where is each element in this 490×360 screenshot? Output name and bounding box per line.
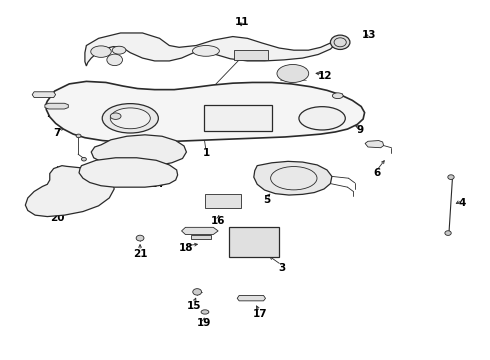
Text: 12: 12 bbox=[318, 71, 333, 81]
Text: 6: 6 bbox=[373, 168, 380, 178]
Polygon shape bbox=[182, 227, 218, 234]
Ellipse shape bbox=[81, 157, 86, 161]
Polygon shape bbox=[91, 135, 186, 167]
Ellipse shape bbox=[102, 104, 158, 133]
Polygon shape bbox=[254, 161, 332, 195]
Ellipse shape bbox=[112, 46, 126, 54]
Ellipse shape bbox=[136, 235, 144, 241]
Polygon shape bbox=[46, 81, 365, 142]
Polygon shape bbox=[32, 92, 55, 98]
Ellipse shape bbox=[107, 54, 122, 66]
Polygon shape bbox=[205, 194, 241, 208]
Text: 21: 21 bbox=[133, 248, 147, 258]
Polygon shape bbox=[85, 33, 337, 66]
Polygon shape bbox=[203, 105, 272, 131]
Ellipse shape bbox=[110, 113, 121, 120]
Ellipse shape bbox=[277, 64, 309, 82]
Text: 1: 1 bbox=[202, 148, 210, 158]
Polygon shape bbox=[45, 103, 68, 109]
Polygon shape bbox=[365, 140, 384, 148]
Text: 4: 4 bbox=[459, 198, 466, 208]
Text: 3: 3 bbox=[278, 263, 285, 273]
Polygon shape bbox=[229, 227, 279, 257]
Text: 11: 11 bbox=[235, 17, 250, 27]
Text: 15: 15 bbox=[187, 301, 201, 311]
Text: 5: 5 bbox=[263, 195, 270, 205]
Text: 9: 9 bbox=[356, 125, 363, 135]
Polygon shape bbox=[237, 296, 266, 301]
Text: 16: 16 bbox=[211, 216, 225, 226]
Polygon shape bbox=[25, 166, 114, 217]
Text: 2: 2 bbox=[46, 109, 53, 119]
Ellipse shape bbox=[201, 310, 209, 314]
Ellipse shape bbox=[299, 107, 345, 130]
Polygon shape bbox=[234, 50, 269, 60]
Polygon shape bbox=[191, 234, 211, 239]
Text: 8: 8 bbox=[53, 168, 61, 178]
Text: 19: 19 bbox=[196, 319, 211, 328]
Text: 10: 10 bbox=[196, 111, 211, 121]
Ellipse shape bbox=[76, 134, 81, 138]
Ellipse shape bbox=[445, 231, 451, 235]
Ellipse shape bbox=[193, 289, 201, 295]
Ellipse shape bbox=[332, 93, 343, 99]
Ellipse shape bbox=[110, 108, 150, 129]
Text: 17: 17 bbox=[252, 310, 267, 319]
Text: 18: 18 bbox=[179, 243, 194, 253]
Ellipse shape bbox=[330, 35, 350, 49]
Ellipse shape bbox=[91, 46, 111, 57]
Text: 13: 13 bbox=[362, 30, 377, 40]
Text: 20: 20 bbox=[50, 213, 64, 222]
Text: 7: 7 bbox=[53, 129, 61, 138]
Ellipse shape bbox=[448, 175, 454, 180]
Ellipse shape bbox=[193, 45, 220, 56]
Text: 14: 14 bbox=[150, 179, 165, 189]
Polygon shape bbox=[79, 158, 178, 187]
